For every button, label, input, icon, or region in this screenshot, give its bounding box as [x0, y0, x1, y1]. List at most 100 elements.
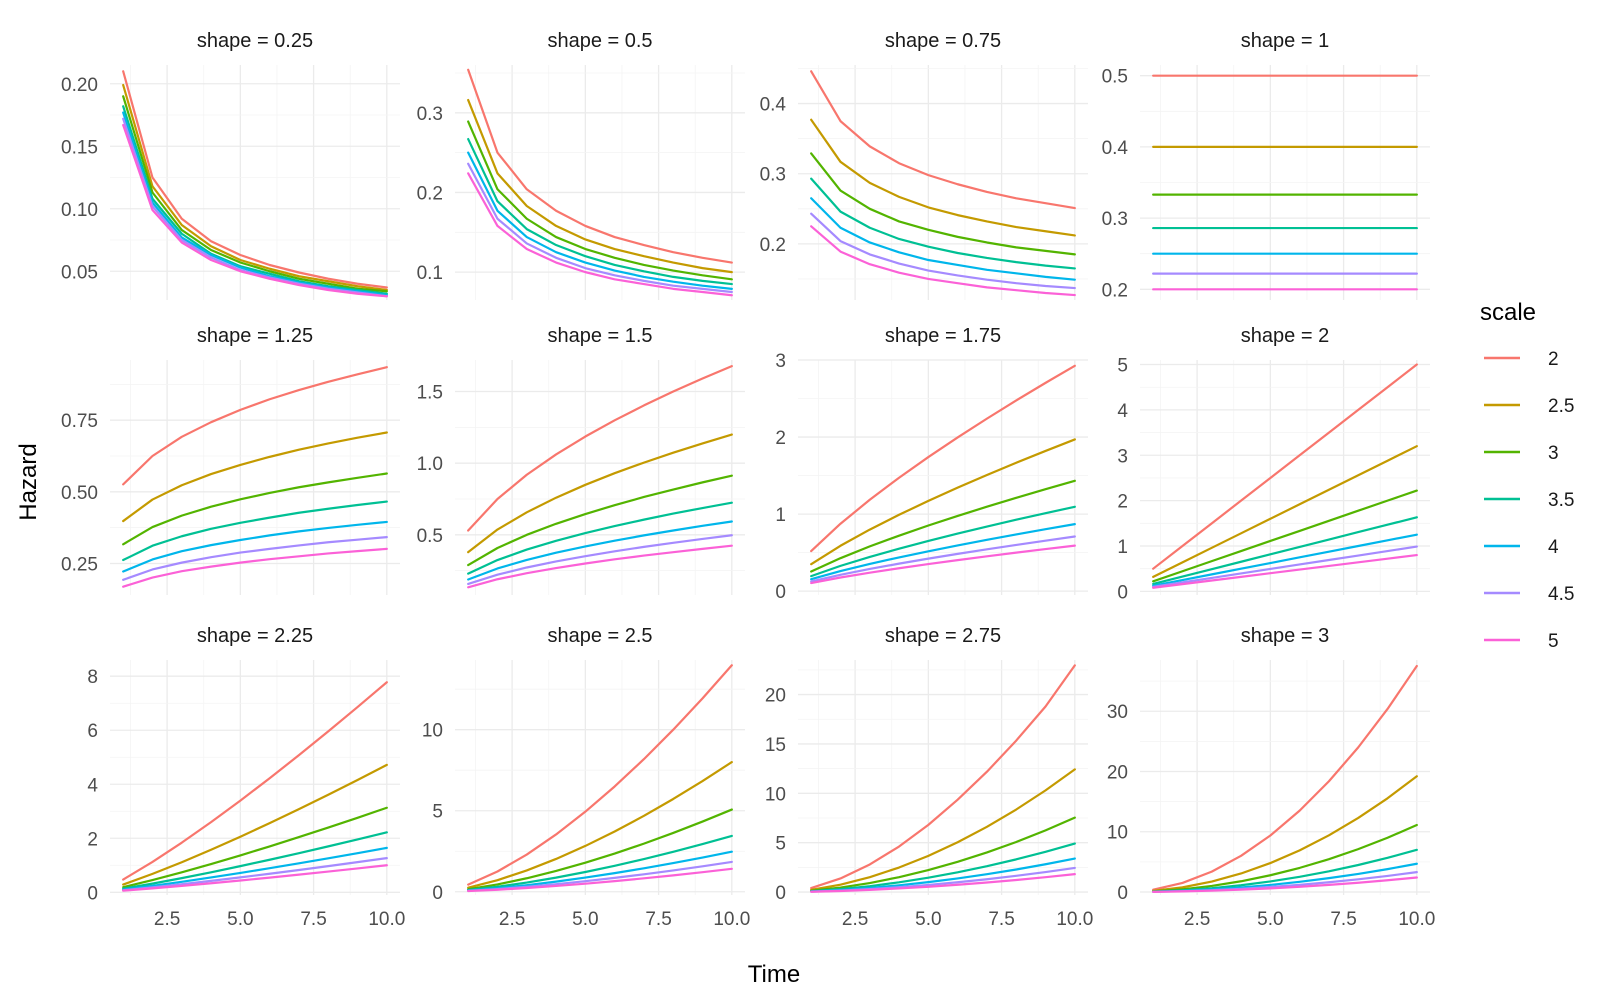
- y-tick-label: 0.20: [61, 75, 98, 96]
- series-line-scale-3.5: [810, 505, 1076, 578]
- panel-shape-0.25: shape = 0.25 0.05 0.10 0.15 0.20: [61, 30, 400, 300]
- panel-title: shape = 2.5: [547, 625, 652, 647]
- legend-label: 3: [1548, 443, 1559, 464]
- series-line-scale-3: [122, 806, 388, 889]
- series-line-scale-3: [1152, 489, 1418, 583]
- y-tick-label: 0: [432, 883, 443, 904]
- series-line-scale-3.5: [810, 177, 1076, 270]
- series-line-scale-4.5: [810, 212, 1076, 290]
- series-line-scale-3.5: [467, 834, 733, 892]
- series-line-scale-4: [122, 520, 388, 573]
- series-line-scale-3.5: [122, 105, 388, 295]
- x-tick-label: 7.5: [988, 909, 1014, 930]
- y-tick-label: 20: [1107, 762, 1128, 783]
- series-line-scale-3: [122, 472, 388, 546]
- y-tick-label: 30: [1107, 702, 1128, 723]
- y-tick-label: 0: [775, 582, 786, 603]
- y-tick-label: 10: [1107, 823, 1128, 844]
- series-line-scale-2: [467, 68, 733, 264]
- series-line-scale-3.5: [810, 842, 1076, 893]
- series-line-scale-3.5: [467, 501, 733, 575]
- y-tick-label: 0.2: [760, 235, 786, 256]
- series-line-scale-4: [122, 111, 388, 297]
- x-tick-label: 7.5: [645, 909, 671, 930]
- series-line-scale-2: [810, 664, 1076, 890]
- series-line-scale-3.5: [1152, 516, 1418, 586]
- y-tick-label: 0.15: [61, 137, 98, 158]
- series-line-scale-4.5: [1152, 545, 1418, 588]
- panel-shape-2: shape = 2 0 1 2 3 4 5: [1117, 325, 1430, 603]
- panel-shape-1.5: shape = 1.5 0.5 1.0 1.5: [417, 325, 745, 595]
- panel-title: shape = 0.5: [547, 30, 652, 52]
- series-line-scale-3: [122, 95, 388, 293]
- legend-title: scale: [1480, 299, 1536, 326]
- y-tick-label: 2: [1117, 492, 1128, 513]
- x-tick-label: 10.0: [713, 909, 750, 930]
- series-line-scale-2.5: [810, 118, 1076, 237]
- y-tick-label: 0.2: [417, 183, 443, 204]
- series-line-scale-4.5: [122, 856, 388, 892]
- y-tick-label: 0: [1117, 582, 1128, 603]
- series-line-scale-2.5: [1152, 445, 1418, 578]
- legend-label: 2.5: [1548, 396, 1574, 417]
- series-line-scale-4: [122, 846, 388, 891]
- series-line-scale-4: [467, 850, 733, 892]
- series-line-scale-2: [467, 664, 733, 886]
- series-line-scale-2: [122, 366, 388, 486]
- x-tick-label: 7.5: [1330, 909, 1356, 930]
- legend-label: 4: [1548, 537, 1559, 558]
- series-line-scale-4.5: [122, 536, 388, 581]
- y-tick-label: 4: [87, 775, 98, 796]
- series-line-scale-2: [122, 681, 388, 881]
- series-line-scale-3: [810, 152, 1076, 256]
- panel-title: shape = 2: [1241, 325, 1329, 347]
- y-tick-label: 0.75: [61, 411, 98, 432]
- series-line-scale-4.5: [810, 535, 1076, 583]
- series-line-scale-3: [467, 120, 733, 281]
- y-tick-label: 4: [1117, 401, 1128, 422]
- y-tick-label: 10: [422, 721, 443, 742]
- series-line-scale-3.5: [122, 831, 388, 890]
- series-line-scale-5: [810, 873, 1076, 893]
- series-line-scale-3: [810, 479, 1076, 573]
- y-tick-label: 3: [775, 351, 786, 372]
- y-tick-label: 0.5: [1102, 67, 1128, 88]
- panel-shape-0.75: shape = 0.75 0.2 0.3 0.4: [760, 30, 1088, 300]
- panel-shape-1.75: shape = 1.75 0 1 2 3: [775, 325, 1088, 603]
- legend-items: 2 2.5 3 3.5 4 4.5 5: [1484, 349, 1574, 652]
- y-tick-label: 0.4: [760, 95, 787, 116]
- series-line-scale-4.5: [467, 162, 733, 294]
- series-line-scale-2: [122, 70, 388, 289]
- y-tick-label: 0.25: [61, 554, 98, 575]
- legend-item-5: 5: [1484, 631, 1559, 652]
- x-axis-title: Time: [748, 961, 800, 988]
- series-line-scale-4: [1152, 533, 1418, 587]
- panel-title: shape = 1.25: [197, 325, 313, 347]
- panel-shape-3: shape = 3 0 10 20 30 2.5 5.0 7.5 10.0: [1107, 625, 1435, 930]
- x-tick-label: 10.0: [368, 909, 405, 930]
- y-tick-label: 0.5: [417, 526, 443, 547]
- panel-shape-0.5: shape = 0.5 0.1 0.2 0.3: [417, 30, 745, 300]
- series-line-scale-5: [122, 123, 388, 298]
- series-line-scale-2.5: [467, 433, 733, 554]
- y-tick-label: 2: [87, 829, 98, 850]
- x-tick-label: 2.5: [499, 909, 525, 930]
- series-line-scale-3.5: [122, 500, 388, 562]
- x-tick-label: 10.0: [1398, 909, 1435, 930]
- y-tick-label: 0: [87, 883, 98, 904]
- series-line-scale-5: [467, 172, 733, 297]
- x-tick-label: 7.5: [300, 909, 326, 930]
- y-tick-label: 15: [765, 735, 786, 756]
- x-tick-label: 2.5: [842, 909, 868, 930]
- series-line-scale-4.5: [122, 117, 388, 298]
- series-line-scale-3.5: [467, 137, 733, 286]
- series-line-scale-5: [122, 864, 388, 892]
- y-tick-label: 0: [1117, 883, 1128, 904]
- y-tick-label: 0.4: [1102, 138, 1129, 159]
- series-line-scale-4.5: [467, 534, 733, 586]
- y-tick-label: 20: [765, 686, 786, 707]
- series-line-scale-2: [1152, 363, 1418, 570]
